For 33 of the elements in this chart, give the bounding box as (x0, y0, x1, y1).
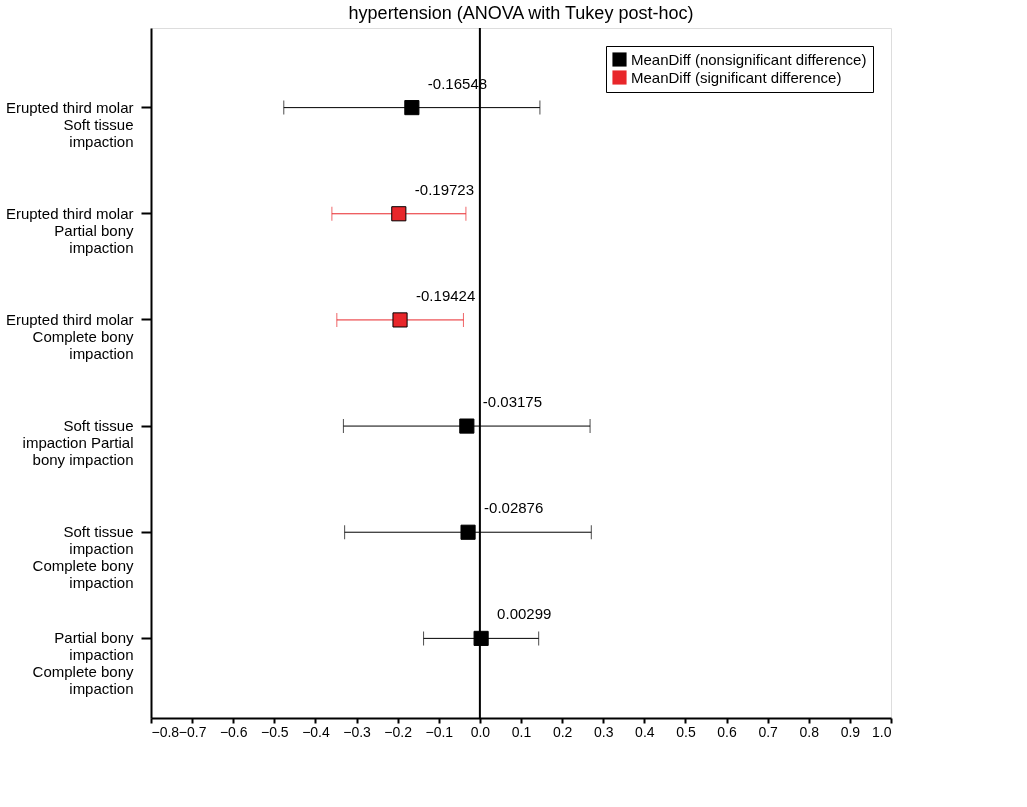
y-tick-label: Erupted third molar Complete bony impaction (5, 310, 134, 362)
legend-label: MeanDiff (nonsignificant difference) (631, 50, 867, 68)
x-tick-label: 1.0 (872, 723, 892, 740)
x-tick-label: 0.4 (635, 723, 655, 740)
y-tick-label: Erupted third molar Partial bony impaction (5, 204, 134, 256)
chart-title: hypertension (ANOVA with Tukey post-hoc) (348, 3, 694, 23)
data-label: -0.19424 (416, 286, 476, 304)
x-tick-label: 0.8 (799, 723, 820, 740)
x-tick-label: 0.1 (511, 723, 532, 740)
x-tick-label: 0.5 (676, 723, 696, 740)
x-tick-label: −0.4 (302, 723, 330, 740)
x-tick-label: 0.7 (758, 723, 779, 740)
x-tick-label: −0.6 (219, 723, 248, 740)
x-tick-label: 0.3 (593, 723, 614, 740)
data-label: -0.03175 (482, 393, 543, 411)
y-tick-label: Erupted third molar Soft tissue impaction (5, 98, 134, 150)
x-tick-label: −0.7 (178, 723, 207, 740)
x-tick-label: 0.2 (552, 723, 573, 740)
x-tick-label: 0.0 (470, 723, 491, 740)
x-tick-label: −0.8 (151, 723, 180, 740)
y-tick-label: Soft tissue impaction Complete bony impaction (32, 523, 134, 592)
data-label: -0.02876 (484, 499, 544, 517)
data-label: 0.00299 (497, 605, 552, 623)
y-tick-label: Partial bony impaction Complete bony impaction (32, 629, 134, 698)
y-tick-label: Soft tissue impaction Partial bony impaction (22, 417, 134, 469)
x-tick-label: −0.1 (425, 723, 454, 740)
legend-label: MeanDiff (significant difference) (631, 68, 842, 86)
data-label: -0.19723 (414, 180, 475, 198)
x-tick-label: 0.9 (840, 723, 861, 740)
x-tick-label: 0.6 (717, 723, 737, 740)
x-tick-label: −0.2 (384, 723, 413, 740)
x-tick-label: −0.3 (343, 723, 372, 740)
x-tick-label: −0.5 (261, 723, 289, 740)
